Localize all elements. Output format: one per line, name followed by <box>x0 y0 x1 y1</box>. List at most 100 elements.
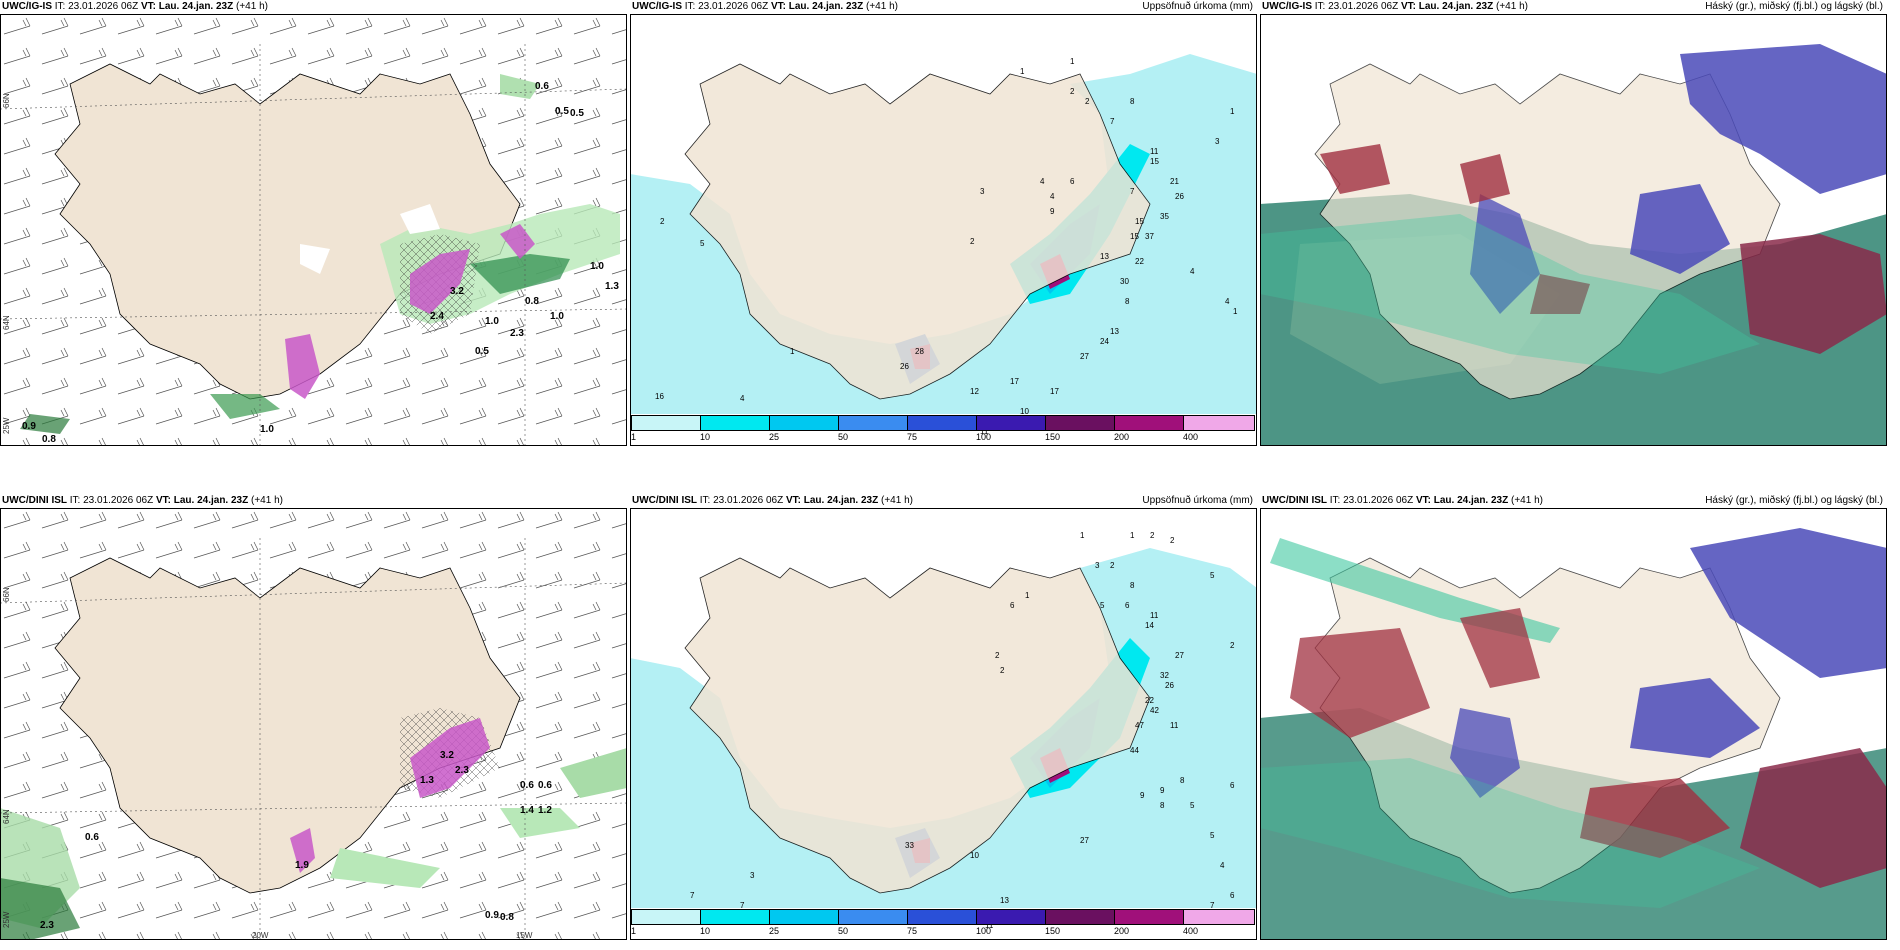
svg-text:3: 3 <box>980 187 985 196</box>
wind-value: 2.3 <box>455 765 469 776</box>
panel-header: UWC/DINI ISL IT: 23.01.2026 06Z VT: Lau.… <box>1262 495 1543 506</box>
colorbar-tick: 200 <box>1114 926 1130 936</box>
svg-text:5: 5 <box>1100 601 1105 610</box>
precip-purple <box>410 718 490 798</box>
svg-text:30: 30 <box>1120 277 1129 286</box>
precip-purple <box>410 249 470 314</box>
wind-value: 1.2 <box>538 805 552 816</box>
svg-text:11: 11 <box>1150 147 1159 156</box>
panel-header: UWC/IG-IS IT: 23.01.2026 06Z VT: Lau. 24… <box>632 1 898 12</box>
colorbar-swatch <box>631 909 701 925</box>
svg-text:5: 5 <box>1210 571 1215 580</box>
wind-value: 1.0 <box>550 311 564 322</box>
svg-text:32: 32 <box>1160 671 1169 680</box>
colorbar-tick: 150 <box>1045 432 1061 442</box>
svg-text:1: 1 <box>1080 531 1085 540</box>
svg-text:22: 22 <box>1145 696 1154 705</box>
svg-text:9: 9 <box>1160 786 1165 795</box>
panel-wind-igis: UWC/IG-IS IT: 23.01.2026 06Z VT: Lau. 24… <box>0 0 627 446</box>
panel-clouds-dini: UWC/DINI ISL IT: 23.01.2026 06Z VT: Lau.… <box>1260 494 1887 940</box>
wind-value: 1.0 <box>485 316 499 327</box>
svg-text:2: 2 <box>995 651 1000 660</box>
svg-text:8: 8 <box>1125 297 1130 306</box>
colorbar-tick: 75 <box>907 926 918 936</box>
wind-value: 0.5 <box>555 106 569 117</box>
panel-title: Háský (gr.), miðský (fj.bl.) og lágský (… <box>1705 1 1883 12</box>
colorbar-swatch <box>1183 415 1255 431</box>
mid-cloud <box>1680 44 1887 194</box>
colorbar-tick: 200 <box>1114 432 1130 442</box>
high-cloud <box>1290 628 1430 738</box>
svg-text:8: 8 <box>1160 801 1165 810</box>
svg-text:6: 6 <box>1125 601 1130 610</box>
svg-text:1: 1 <box>1230 107 1235 116</box>
lon-label: 15W <box>516 931 533 940</box>
colorbar-tick: 150 <box>1045 926 1061 936</box>
svg-text:8: 8 <box>1130 97 1135 106</box>
svg-text:3: 3 <box>750 871 755 880</box>
svg-text:1: 1 <box>1025 591 1030 600</box>
wind-value: 1.0 <box>590 261 604 272</box>
colorbar-swatch <box>976 415 1046 431</box>
lat-label: 66N <box>2 93 11 108</box>
mid-cloud <box>1690 528 1887 678</box>
colorbar-swatch <box>907 909 977 925</box>
svg-text:13: 13 <box>1100 252 1109 261</box>
svg-text:2: 2 <box>970 237 975 246</box>
svg-text:26: 26 <box>1165 681 1174 690</box>
colorbar-swatch <box>700 415 770 431</box>
colorbar-tick: 1 <box>631 926 637 936</box>
svg-text:10: 10 <box>970 851 979 860</box>
svg-text:7: 7 <box>1110 117 1115 126</box>
svg-text:2: 2 <box>1230 641 1235 650</box>
wind-value: 1.3 <box>420 775 434 786</box>
svg-text:2: 2 <box>1085 97 1090 106</box>
high-cloud <box>1740 234 1887 354</box>
svg-text:6: 6 <box>1230 891 1235 900</box>
svg-text:13: 13 <box>1000 896 1009 905</box>
wind-value: 0.8 <box>525 296 539 307</box>
wind-value: 0.5 <box>475 346 489 357</box>
cloud-map <box>1260 508 1887 940</box>
svg-text:4: 4 <box>1220 861 1225 870</box>
svg-text:22: 22 <box>1135 257 1144 266</box>
wind-value: 0.8 <box>42 434 56 445</box>
wind-value: 2.3 <box>510 328 524 339</box>
svg-text:4: 4 <box>1190 267 1195 276</box>
svg-text:27: 27 <box>1080 352 1089 361</box>
panel-title: Uppsöfnuð úrkoma (mm) <box>1142 495 1253 506</box>
colorbar-swatch <box>700 909 770 925</box>
wind-map: 0.6 0.5 0.5 1.0 1.0 1.0 2.3 0.5 1.0 0.9 … <box>0 14 627 446</box>
lat-label: 64N <box>2 315 11 330</box>
svg-text:28: 28 <box>915 347 924 356</box>
colorbar-tick: 400 <box>1183 432 1199 442</box>
lat-label: 64N <box>2 809 11 824</box>
colorbar-tick: 50 <box>838 926 849 936</box>
svg-text:27: 27 <box>1175 651 1184 660</box>
svg-text:1: 1 <box>1130 531 1135 540</box>
wind-value: 1.0 <box>260 424 274 435</box>
colorbar-swatch <box>769 909 839 925</box>
svg-text:1: 1 <box>1233 307 1238 316</box>
precip-colorbar: 1 10 25 50 75 100 150 200 400 <box>631 415 1256 445</box>
wind-value: 0.9 <box>485 910 499 921</box>
svg-text:7: 7 <box>1210 901 1215 910</box>
svg-text:9: 9 <box>1140 791 1145 800</box>
svg-text:5: 5 <box>1210 831 1215 840</box>
colorbar-swatch <box>976 909 1046 925</box>
svg-text:7: 7 <box>690 891 695 900</box>
svg-text:24: 24 <box>1100 337 1109 346</box>
lon-label: 25W <box>2 417 11 434</box>
svg-text:2: 2 <box>1150 531 1155 540</box>
panel-precip-igis: UWC/IG-IS IT: 23.01.2026 06Z VT: Lau. 24… <box>630 0 1257 446</box>
lon-label: 20W <box>252 931 269 940</box>
svg-text:4: 4 <box>1225 297 1230 306</box>
colorbar-tick: 75 <box>907 432 918 442</box>
panel-header: UWC/IG-IS IT: 23.01.2026 06Z VT: Lau. 24… <box>2 1 268 12</box>
svg-text:11: 11 <box>985 921 994 930</box>
svg-text:1: 1 <box>790 347 795 356</box>
panel-clouds-igis: UWC/IG-IS IT: 23.01.2026 06Z VT: Lau. 24… <box>1260 0 1887 446</box>
svg-text:2: 2 <box>660 217 665 226</box>
svg-text:12: 12 <box>970 387 979 396</box>
